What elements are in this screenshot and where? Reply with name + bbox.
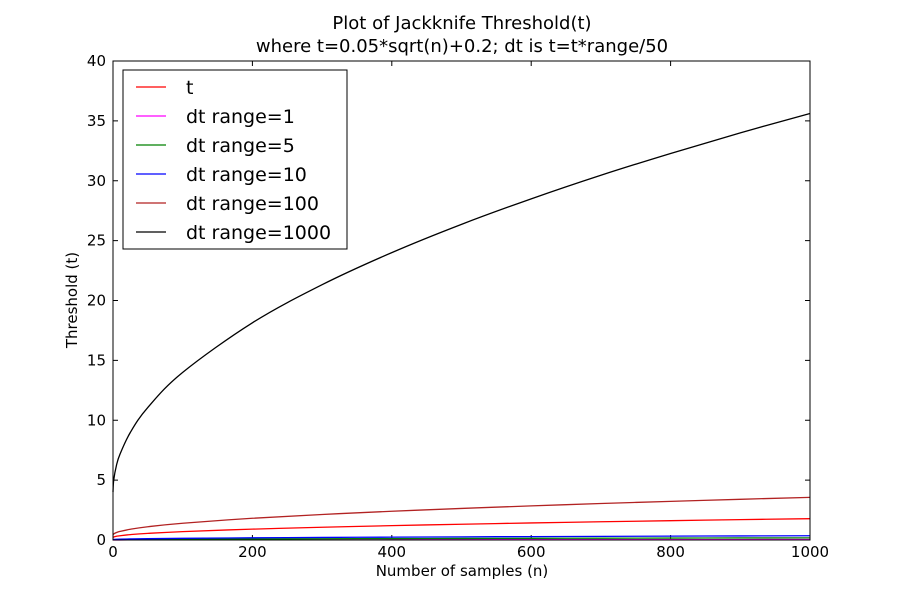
y-tick-label: 40 <box>87 52 106 70</box>
series-line-4 <box>112 496 811 536</box>
chart-title: Plot of Jackknife Threshold(t) <box>332 13 591 34</box>
legend-label-2: dt range=5 <box>186 135 295 157</box>
y-tick-label: 30 <box>87 172 106 190</box>
x-tick-label: 0 <box>108 543 118 561</box>
legend-box <box>122 69 348 250</box>
legend-label-3: dt range=10 <box>186 164 307 186</box>
y-tick-label: 35 <box>87 112 106 130</box>
x-tick-label: 400 <box>377 543 406 561</box>
legend-label-0: t <box>186 77 193 99</box>
y-axis-label: Threshold (t) <box>63 252 81 349</box>
y-tick-label: 10 <box>87 411 106 429</box>
x-axis-label: Number of samples (n) <box>376 562 549 580</box>
y-tick-label: 5 <box>96 471 106 489</box>
plot-frame <box>112 60 811 541</box>
legend-label-1: dt range=1 <box>186 106 295 128</box>
series-line-3 <box>112 535 811 541</box>
y-tick-label: 25 <box>87 232 106 250</box>
legend-label-5: dt range=1000 <box>186 222 331 244</box>
series-line-0 <box>112 518 811 539</box>
x-tick-label: 1000 <box>791 543 829 561</box>
x-tick-label: 600 <box>517 543 546 561</box>
legend: t dt range=1 dt range=5 dt range=10 dt range… <box>122 69 348 250</box>
x-tick-label: 200 <box>238 543 267 561</box>
legend-label-4: dt range=100 <box>186 193 319 215</box>
x-tick-label: 800 <box>656 543 685 561</box>
series-line-5 <box>112 112 811 493</box>
y-tick-label: 15 <box>87 351 106 369</box>
chart-subtitle: where t=0.05*sqrt(n)+0.2; dt is t=t*rang… <box>256 36 668 57</box>
y-tick-label: 0 <box>96 531 106 549</box>
y-tick-label: 20 <box>87 292 106 310</box>
